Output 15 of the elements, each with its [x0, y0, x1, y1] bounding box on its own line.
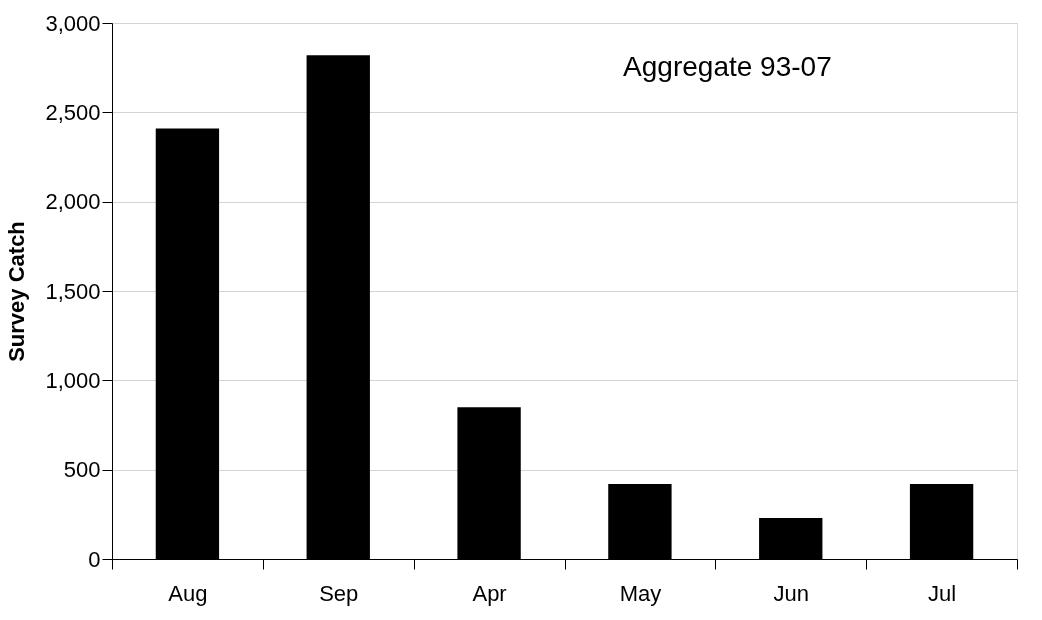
y-tick-label: 500: [63, 457, 101, 483]
y-tick-label: 1,000: [45, 367, 101, 393]
x-tick-label: Apr: [472, 580, 507, 606]
y-tick-label: 2,500: [45, 99, 101, 125]
x-tick-label: May: [619, 580, 662, 606]
x-tick-label: Sep: [319, 580, 359, 606]
x-tick-label: Jul: [928, 580, 957, 606]
y-tick-label: 1,500: [45, 278, 101, 304]
y-tick-label: 0: [88, 546, 101, 572]
y-axis-title: Survey Catch: [4, 221, 30, 362]
y-tick-label: 3,000: [45, 10, 101, 36]
y-tick-label: 2,000: [45, 189, 101, 215]
annotation: Aggregate 93-07: [623, 51, 832, 82]
x-tick-label: Jun: [773, 580, 809, 606]
x-tick-label: Aug: [168, 580, 208, 606]
